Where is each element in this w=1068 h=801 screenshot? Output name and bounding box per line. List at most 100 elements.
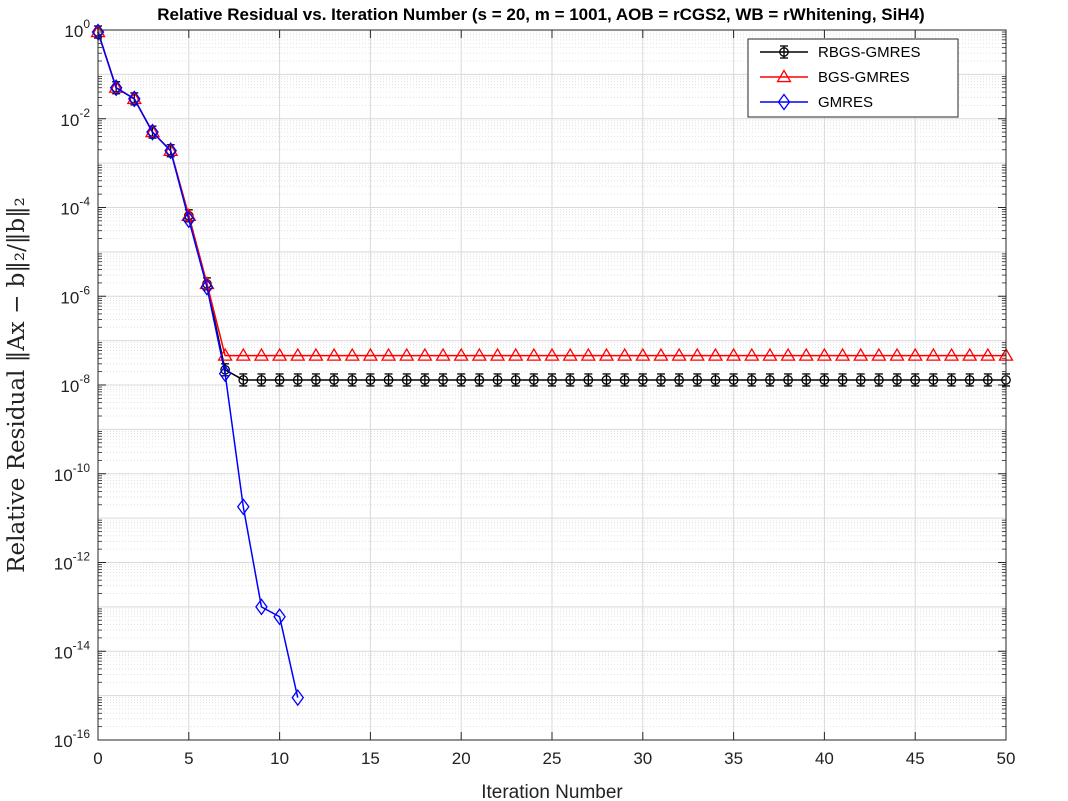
data-point — [853, 347, 869, 361]
data-point — [565, 375, 576, 385]
y-axis-label: Relative Residual ‖Ax − b‖₂/‖b‖₂ — [4, 197, 30, 573]
y-tick-base: 10 — [60, 111, 79, 130]
data-point — [617, 347, 633, 361]
data-point — [653, 347, 669, 361]
data-point — [218, 365, 232, 383]
y-tick-label: 10-4 — [60, 195, 90, 219]
y-tick-label: 10-6 — [60, 283, 90, 307]
y-tick-base: 10 — [54, 643, 73, 662]
data-point — [273, 608, 286, 626]
data-point — [126, 91, 142, 105]
data-point — [777, 93, 791, 111]
legend-label: RBGS-GMRES — [818, 44, 921, 61]
data-point — [200, 278, 214, 296]
y-tick-label: 10-2 — [60, 106, 90, 130]
axis-ticks — [97, 29, 1007, 741]
legend-item: GMRES — [760, 93, 873, 111]
x-axis-label: Iteration Number — [481, 782, 623, 801]
data-point — [744, 347, 760, 361]
data-point — [383, 375, 394, 385]
y-tick-exponent: -8 — [79, 372, 90, 386]
y-tick-base: 10 — [60, 200, 79, 219]
data-point — [471, 347, 487, 361]
data-point — [474, 375, 485, 385]
data-point — [946, 375, 957, 385]
data-point — [637, 375, 648, 385]
data-point — [109, 79, 123, 97]
data-point — [837, 375, 848, 385]
data-point — [779, 47, 789, 57]
series-bgs-gmres — [90, 24, 1014, 361]
data-point — [274, 375, 285, 385]
data-point — [235, 347, 251, 361]
data-point — [271, 347, 288, 361]
y-tick-exponent: -4 — [79, 195, 90, 209]
data-point — [889, 347, 905, 361]
data-point — [292, 375, 303, 385]
data-point — [510, 375, 521, 385]
data-point — [725, 347, 742, 361]
data-point — [238, 375, 249, 385]
data-point — [834, 347, 851, 361]
data-point — [326, 347, 342, 361]
x-tick-label: 20 — [452, 749, 471, 768]
data-point — [635, 347, 651, 361]
data-point — [928, 375, 939, 385]
data-point — [144, 124, 161, 138]
data-point — [453, 347, 469, 361]
x-tick-labels: 0 5 10 15 20 25 30 35 40 45 50 — [93, 749, 1015, 768]
data-point — [163, 142, 179, 156]
data-point — [146, 123, 159, 141]
x-tick-label: 15 — [361, 749, 380, 768]
y-tick-label: 10-10 — [54, 461, 91, 485]
data-point — [746, 375, 757, 385]
series-line — [97, 31, 1006, 357]
data-point — [456, 375, 467, 385]
data-point — [311, 375, 321, 385]
data-point — [544, 347, 560, 361]
data-point — [656, 375, 666, 385]
data-point — [819, 375, 830, 385]
data-point — [816, 347, 833, 361]
x-tick-label: 5 — [184, 749, 193, 768]
data-point — [874, 375, 884, 385]
data-point — [871, 347, 887, 361]
data-point — [801, 375, 812, 385]
data-point — [365, 375, 376, 385]
y-tick-exponent: -2 — [79, 106, 90, 120]
x-tick-label: 40 — [815, 749, 834, 768]
y-tick-label: 100 — [64, 17, 90, 41]
data-point — [707, 347, 724, 361]
data-point — [438, 375, 448, 385]
y-tick-base: 10 — [54, 732, 73, 751]
x-tick-label: 45 — [906, 749, 925, 768]
x-tick-label: 0 — [93, 749, 102, 768]
data-point — [255, 598, 268, 616]
data-point — [671, 347, 687, 361]
data-point — [489, 347, 506, 361]
data-point — [855, 375, 866, 385]
series-layer — [90, 23, 1014, 707]
data-point — [164, 142, 177, 160]
data-point — [253, 347, 270, 361]
y-tick-base: 10 — [60, 377, 79, 396]
data-point — [128, 90, 141, 108]
data-point — [308, 347, 324, 361]
data-point — [674, 375, 684, 385]
data-point — [943, 347, 960, 361]
data-point — [547, 375, 557, 385]
y-tick-label: 10-8 — [60, 372, 90, 396]
y-tick-base: 10 — [54, 555, 73, 574]
data-point — [765, 375, 775, 385]
data-point — [399, 347, 415, 361]
data-point — [982, 375, 993, 385]
data-point — [528, 375, 539, 385]
data-point — [347, 375, 358, 385]
data-point — [420, 375, 430, 385]
y-tick-exponent: 0 — [83, 17, 90, 31]
y-tick-exponent: -6 — [79, 283, 90, 297]
data-point — [108, 79, 124, 93]
data-point — [182, 211, 196, 229]
data-point — [962, 347, 978, 361]
